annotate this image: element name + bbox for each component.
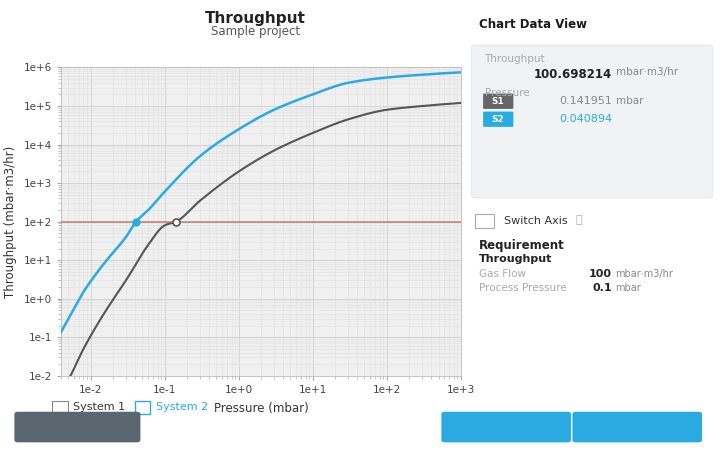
Text: 0.040894: 0.040894	[559, 114, 612, 124]
Text: S1: S1	[492, 97, 505, 106]
Text: mbar·m3/hr: mbar·m3/hr	[616, 269, 673, 279]
Text: mbar: mbar	[616, 283, 642, 293]
Text: 0.1: 0.1	[593, 283, 612, 293]
Text: Throughput: Throughput	[479, 254, 552, 264]
Y-axis label: Throughput (mbar·m3/hr): Throughput (mbar·m3/hr)	[4, 145, 17, 298]
Text: System 2: System 2	[156, 402, 209, 412]
Text: ⬜  Export to Image: ⬜ Export to Image	[458, 422, 554, 432]
Text: Sample project: Sample project	[211, 25, 300, 38]
Text: 100.698214: 100.698214	[534, 68, 612, 81]
Text: Throughput: Throughput	[485, 54, 545, 64]
Text: Switch Axis: Switch Axis	[504, 216, 567, 225]
Text: ⬜  Export to CSV: ⬜ Export to CSV	[595, 422, 680, 432]
Text: S2: S2	[492, 115, 505, 124]
Text: mbar·m3/hr: mbar·m3/hr	[616, 68, 678, 77]
Text: 0.141951: 0.141951	[559, 96, 612, 106]
Text: ⚙  Chart Settings: ⚙ Chart Settings	[32, 422, 123, 432]
Text: mbar: mbar	[616, 96, 643, 106]
Text: ✓: ✓	[138, 402, 147, 412]
Text: ✓: ✓	[55, 402, 64, 412]
Text: Requirement: Requirement	[479, 239, 564, 252]
Text: Pressure: Pressure	[485, 88, 529, 98]
Text: Chart Data View: Chart Data View	[479, 18, 587, 31]
X-axis label: Pressure (mbar): Pressure (mbar)	[214, 402, 308, 415]
Text: Gas Flow: Gas Flow	[479, 269, 526, 279]
Text: Process Pressure: Process Pressure	[479, 283, 567, 293]
Text: Throughput: Throughput	[205, 11, 306, 26]
Text: 100: 100	[589, 269, 612, 279]
Text: ⓘ: ⓘ	[576, 216, 582, 225]
Text: System 1: System 1	[73, 402, 125, 412]
